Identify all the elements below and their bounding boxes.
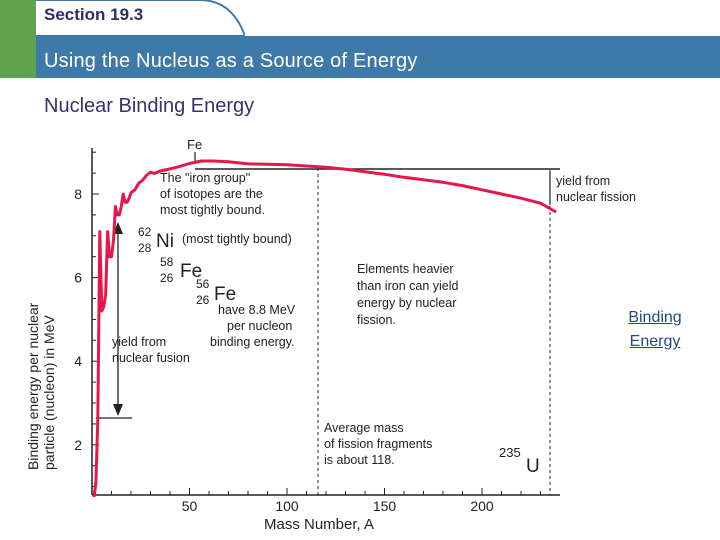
heavier-note-2: than iron can yield: [357, 279, 459, 293]
binding-energy-link-line1: Binding: [628, 309, 682, 326]
section-accent-bar-overlay: [0, 0, 36, 78]
iron-group-note-2: of isotopes are the: [160, 187, 263, 201]
y-tick-label: 4: [74, 353, 82, 369]
section-tab: [0, 0, 247, 37]
fusion-note-2: nuclear fusion: [112, 351, 190, 365]
u-mass-number: 235: [499, 445, 521, 460]
fission-note-2: nuclear fission: [556, 190, 636, 204]
section-tab-shape: [0, 0, 247, 37]
x-axis-label: Mass Number, A: [264, 516, 374, 533]
y-tick-label: 8: [74, 186, 82, 202]
title-bar: [0, 36, 720, 78]
iron-group-note-3: most tightly bound.: [160, 203, 265, 217]
iron-group-note-1: The "iron group": [160, 171, 250, 185]
page-title: Using the Nucleus as a Source of Energy: [44, 50, 418, 72]
ni-symbol: Ni: [156, 231, 174, 252]
y-tick-label: 2: [74, 437, 82, 453]
chart-ticks: 50 100 150 200 2 4 6 8: [74, 151, 541, 514]
fusion-note-1: yield from: [112, 335, 166, 349]
fe56-symbol: Fe: [214, 284, 236, 305]
ni-note: (most tightly bound): [182, 232, 292, 246]
have-energy-note-3: binding energy.: [210, 335, 295, 349]
binding-energy-curve: [92, 159, 557, 498]
x-tick-label: 200: [470, 498, 494, 514]
binding-energy-link-line2: Energy: [629, 333, 681, 350]
x-tick-label: 100: [275, 498, 299, 514]
y-tick-label: 6: [74, 270, 82, 286]
avg-mass-note-3: is about 118.: [324, 453, 395, 467]
fe58-symbol: Fe: [180, 261, 202, 282]
fission-note-1: yield from: [556, 174, 610, 188]
page-subtitle: Nuclear Binding Energy: [44, 95, 255, 117]
binding-energy-link[interactable]: Binding Energy: [600, 306, 710, 354]
fe56-atomic-number: 26: [196, 293, 210, 307]
fusion-arrow-head-bottom: [113, 404, 123, 416]
ni-mass-number: 62: [138, 225, 152, 239]
avg-mass-note-1: Average mass: [324, 421, 404, 435]
ni-atomic-number: 28: [138, 241, 152, 255]
x-tick-label: 150: [373, 498, 397, 514]
y-axis-label-line1: Binding energy per nuclear: [25, 302, 41, 470]
fe56-mass-number: 56: [196, 277, 210, 291]
fe-top-label: Fe: [187, 137, 202, 152]
avg-mass-note-2: of fission fragments: [324, 437, 432, 451]
have-energy-note-1: have 8.8 MeV: [218, 303, 296, 317]
fe58-mass-number: 58: [160, 255, 174, 269]
fe58-atomic-number: 26: [160, 271, 174, 285]
heavier-note-3: energy by nuclear: [357, 296, 456, 310]
heavier-note-4: fission.: [357, 313, 396, 327]
u-symbol: U: [526, 456, 540, 477]
x-tick-label: 50: [182, 498, 198, 514]
y-axis-label-line2: particle (nucleon) in MeV: [41, 314, 57, 470]
heavier-note-1: Elements heavier: [357, 262, 454, 276]
section-label: Section 19.3: [44, 5, 144, 24]
have-energy-note-2: per nucleon: [227, 319, 292, 333]
